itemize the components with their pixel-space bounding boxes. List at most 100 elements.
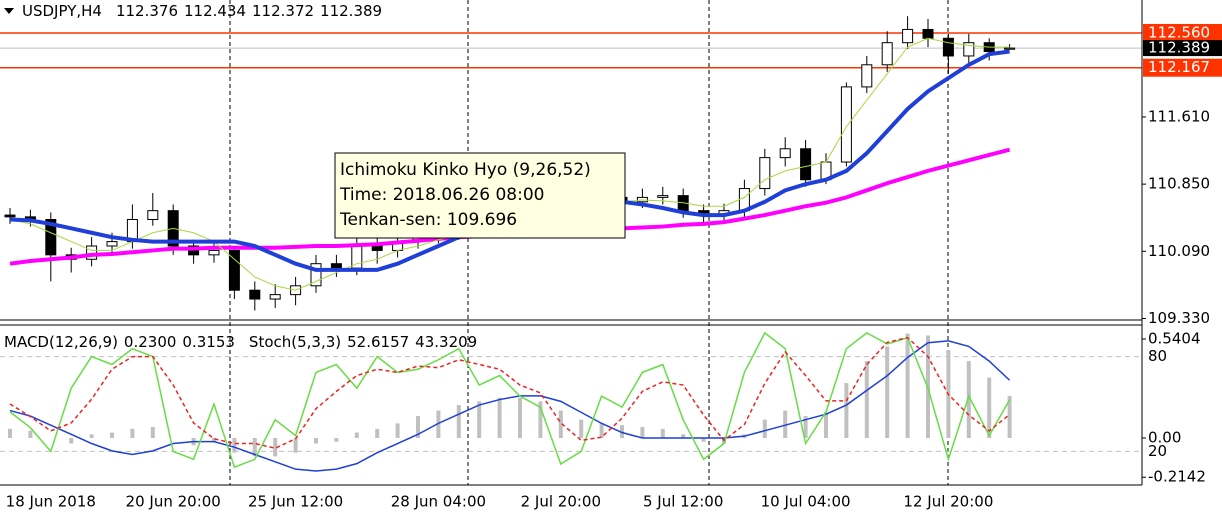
candle-body	[963, 42, 975, 57]
plot-layer: 111.610 110.850 110.090 109.330 20 80 -0.2142 0…	[0, 16, 1210, 486]
histogram-bar	[497, 397, 502, 439]
last-price-box	[1143, 40, 1222, 57]
frames	[0, 0, 1143, 486]
histogram-bar	[803, 416, 808, 439]
histogram-bar	[477, 401, 482, 439]
y2-tick-label: 0.5404	[1148, 330, 1201, 348]
histogram-bar	[966, 361, 971, 439]
histogram-bar	[620, 425, 624, 439]
candle-body	[371, 245, 383, 251]
indicator-line	[9, 331, 1011, 469]
x-tick-label: 2 Jul 20:00	[521, 493, 601, 511]
price-level-box	[1143, 23, 1222, 42]
price-level-label: 112.560	[1148, 23, 1210, 41]
histogram-bar	[293, 438, 298, 453]
histogram-bar	[640, 427, 645, 439]
macd-name: MACD(12,26,9)	[4, 333, 118, 351]
histogram-bar	[252, 438, 257, 457]
candle-body	[779, 148, 791, 159]
histogram-bar	[844, 383, 849, 439]
candle-body	[759, 157, 771, 190]
x-tick-label: 28 Jun 04:00	[391, 493, 486, 511]
price-level-box	[1143, 58, 1222, 77]
stoch-name: Stoch(5,3,3)	[249, 333, 341, 351]
candle-body	[106, 241, 118, 247]
histogram-bar	[538, 401, 543, 439]
x-tick-label: 18 Jun 2018	[6, 493, 96, 511]
histogram-bar	[783, 410, 788, 439]
histogram-bar	[334, 438, 339, 442]
indicator-line	[9, 336, 1011, 450]
y-tick-label: 110.850	[1148, 175, 1210, 193]
histogram-bar	[579, 419, 584, 439]
histogram-bar	[8, 428, 12, 439]
candle-body	[310, 263, 322, 287]
y-tick-label: 109.330	[1148, 309, 1210, 327]
candle-body	[249, 289, 261, 300]
histogram-bar	[89, 434, 94, 439]
histogram-bar	[599, 423, 604, 439]
histogram-bar	[456, 405, 461, 439]
y-tick-label: 111.610	[1148, 107, 1210, 125]
candle-body	[861, 64, 873, 88]
tooltip-box	[334, 152, 626, 239]
histogram-bar	[824, 412, 828, 439]
histogram-bar	[150, 427, 155, 439]
histogram-bar	[518, 397, 522, 439]
histogram-bar	[436, 410, 441, 439]
ohlc-low: 112.372	[252, 2, 314, 20]
histogram-bar	[558, 410, 563, 439]
histogram-bar	[416, 416, 420, 439]
tooltip-line: Ichimoku Kinko Hyo (9,26,52)	[340, 160, 591, 180]
macd-signal: 0.3153	[182, 333, 235, 351]
candle-body	[45, 218, 57, 256]
y-tick-label: 80	[1148, 347, 1167, 365]
histogram-bar	[885, 346, 890, 439]
histogram-bar	[28, 430, 33, 439]
y2-tick-label: 0.00	[1148, 429, 1181, 447]
candle-body	[942, 37, 954, 57]
tooltip: Ichimoku Kinko Hyo (9,26,52) Time: 2018.…	[334, 152, 626, 239]
x-tick-label: 5 Jul 12:00	[643, 493, 723, 511]
x-tick-label: 10 Jul 04:00	[761, 493, 851, 511]
candle-body	[228, 249, 240, 291]
stoch-main: 52.6157	[347, 333, 409, 351]
histogram-bar	[660, 428, 665, 439]
candle-body	[1004, 47, 1016, 50]
histogram-bar	[1007, 395, 1012, 439]
indicator-line	[9, 340, 1011, 472]
histogram-bar	[395, 423, 400, 439]
candle-body	[208, 249, 220, 256]
tooltip-line: Tenkan-sen: 109.696	[339, 210, 517, 230]
candle-body	[840, 86, 852, 163]
candle-body	[800, 148, 812, 181]
histogram-bar	[130, 428, 135, 439]
header: USDJPY,H4 112.376 112.434 112.372 112.389	[22, 2, 382, 20]
histogram-bar	[232, 438, 237, 453]
ohlc-close: 112.389	[320, 2, 382, 20]
candle-body	[881, 42, 893, 66]
y2-tick-label: -0.2142	[1148, 468, 1206, 486]
price-level-label: 112.167	[1148, 58, 1210, 76]
candle-body	[922, 28, 934, 39]
candle-body	[902, 28, 914, 44]
symbol: USDJPY,H4	[22, 2, 102, 20]
candle-body	[330, 263, 342, 269]
stoch-signal: 43.3209	[415, 333, 477, 351]
macd-value: 0.2300	[124, 333, 177, 351]
histogram-bar	[701, 438, 706, 442]
histogram-bar	[987, 377, 992, 439]
histogram-bar	[681, 434, 686, 439]
x-tick-label: 20 Jun 20:00	[126, 493, 221, 511]
histogram-bar	[375, 428, 380, 439]
y-tick-label: 110.090	[1148, 242, 1210, 260]
ohlc-open: 112.376	[116, 2, 178, 20]
last-price-label: 112.389	[1148, 39, 1210, 57]
histogram-bar	[905, 333, 910, 439]
candle-body	[147, 210, 159, 220]
menu-arrow[interactable]	[4, 8, 14, 14]
histogram-bar	[354, 432, 359, 439]
histogram-bar	[212, 438, 216, 442]
